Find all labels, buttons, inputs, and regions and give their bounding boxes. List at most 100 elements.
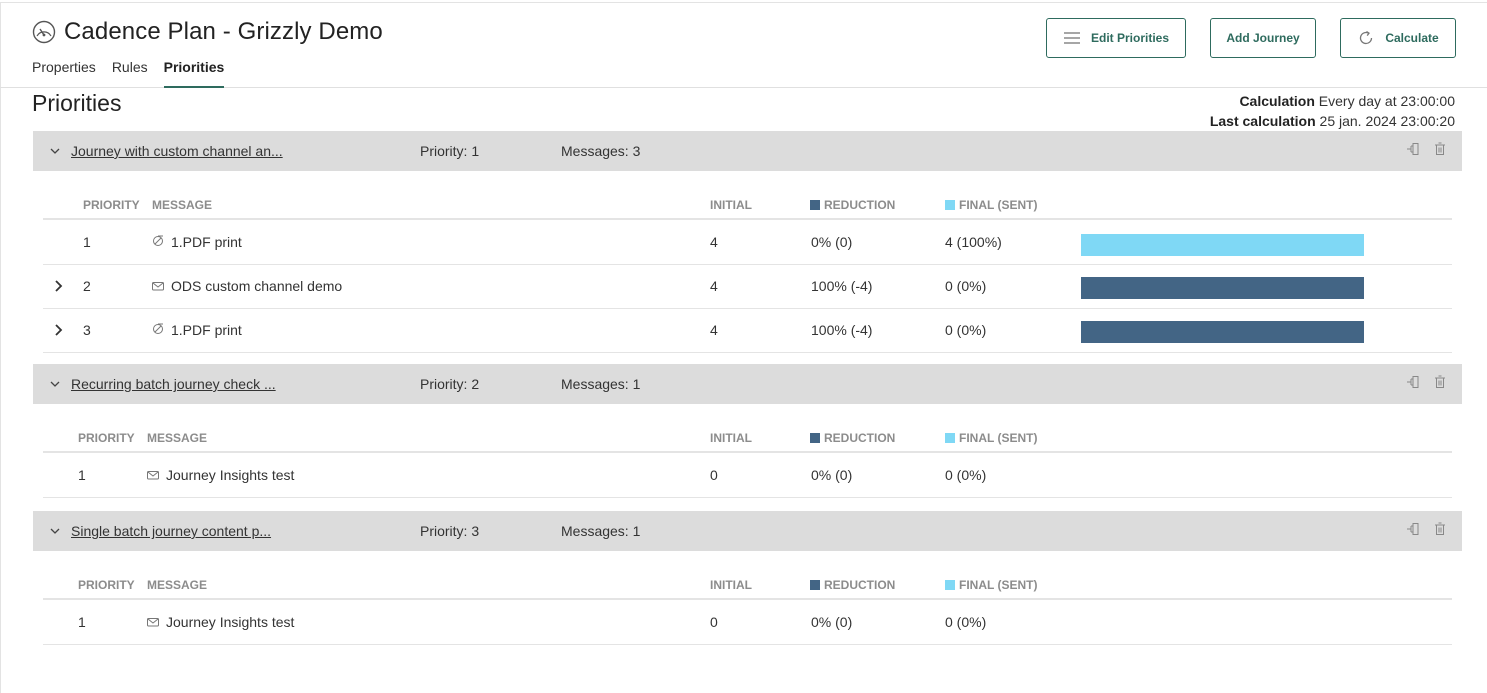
column-reduction: REDUCTION <box>810 578 895 592</box>
trash-icon[interactable] <box>1434 142 1446 161</box>
envelope-icon <box>147 614 159 630</box>
envelope-icon <box>152 278 164 294</box>
row-initial: 0 <box>710 614 718 630</box>
column-reduction: REDUCTION <box>810 431 895 445</box>
row-message: Journey Insights test <box>147 614 294 630</box>
row-reduction: 100% (-4) <box>811 278 873 294</box>
row-priority: 1 <box>78 467 86 483</box>
journey-messages-count: Messages: 1 <box>561 376 641 392</box>
journey-name-link[interactable]: Journey with custom channel an... <box>71 143 283 159</box>
table-row[interactable]: 1 Journey Insights test 0 0% (0) 0 (0%) <box>43 601 1452 645</box>
add-journey-label: Add Journey <box>1226 31 1300 45</box>
row-final: 0 (0%) <box>945 614 987 630</box>
row-priority: 1 <box>78 614 86 630</box>
row-final: 0 (0%) <box>945 467 987 483</box>
column-priority: PRIORITY <box>78 578 135 592</box>
row-final: 0 (0%) <box>945 322 987 338</box>
edit-priorities-button[interactable]: Edit Priorities <box>1046 18 1186 58</box>
column-message: MESSAGE <box>152 198 213 212</box>
row-initial: 4 <box>710 322 718 338</box>
table-row[interactable]: 2 ODS custom channel demo 4 100% (-4) 0 (0%) <box>43 265 1452 309</box>
table-row[interactable]: 1 1.PDF print 4 0% (0) 4 (100%) <box>43 221 1452 265</box>
refresh-icon <box>1357 29 1375 47</box>
reduction-legend-swatch <box>810 580 820 590</box>
journey-priority: Priority: 2 <box>420 376 480 392</box>
list-icon <box>1063 31 1081 45</box>
chevron-down-icon[interactable] <box>49 377 61 389</box>
table-row[interactable]: 3 1.PDF print 4 100% (-4) 0 (0%) <box>43 309 1452 353</box>
print-icon <box>152 322 164 338</box>
chevron-down-icon[interactable] <box>49 524 61 536</box>
journey-priority: Priority: 1 <box>420 143 480 159</box>
column-final: FINAL (SENT) <box>945 431 1037 445</box>
last-calculation: Last calculation 25 jan. 2024 23:00:20 <box>1210 111 1455 131</box>
calculate-button[interactable]: Calculate <box>1340 18 1456 58</box>
column-final-label: FINAL (SENT) <box>959 198 1038 212</box>
row-message: Journey Insights test <box>147 467 294 483</box>
calculation-label: Calculation <box>1239 93 1315 109</box>
tab-priorities[interactable]: Priorities <box>163 58 225 88</box>
row-priority: 3 <box>83 322 91 338</box>
column-priority: PRIORITY <box>83 198 140 212</box>
column-message: MESSAGE <box>147 578 208 592</box>
print-icon <box>152 234 164 250</box>
row-message: 1.PDF print <box>152 322 242 338</box>
table-header: PRIORITY MESSAGE INITIAL REDUCTION FINAL (SE… <box>43 566 1452 600</box>
column-reduction-label: REDUCTION <box>824 431 896 445</box>
table-header: PRIORITY MESSAGE INITIAL REDUCTION FINAL (SE… <box>43 186 1452 220</box>
chevron-right-icon[interactable] <box>53 279 65 293</box>
row-reduction: 0% (0) <box>811 234 853 250</box>
column-reduction-label: REDUCTION <box>824 198 896 212</box>
row-priority: 2 <box>83 278 91 294</box>
row-message-label: ODS custom channel demo <box>171 278 343 294</box>
final-legend-swatch <box>945 580 955 590</box>
last-calculation-label: Last calculation <box>1209 113 1316 129</box>
column-initial: INITIAL <box>710 578 752 592</box>
column-final-label: FINAL (SENT) <box>959 431 1038 445</box>
row-message-label: Journey Insights test <box>166 467 295 483</box>
tab-properties[interactable]: Properties <box>32 59 96 75</box>
tab-rules[interactable]: Rules <box>111 59 148 75</box>
reduction-bar <box>1081 321 1364 343</box>
journey-name-link[interactable]: Recurring batch journey check ... <box>71 376 276 392</box>
row-final: 0 (0%) <box>945 278 987 294</box>
final-legend-swatch <box>945 200 955 210</box>
tree-structure-icon[interactable] <box>1406 142 1420 161</box>
calculation-value: Every day at 23:00:00 <box>1318 93 1455 109</box>
chevron-right-icon[interactable] <box>53 323 65 337</box>
journey-name-link[interactable]: Single batch journey content p... <box>71 523 272 539</box>
row-message-label: 1.PDF print <box>171 234 242 250</box>
page-title: Cadence Plan - Grizzly Demo <box>64 18 383 45</box>
row-final: 4 (100%) <box>945 234 1002 250</box>
add-journey-button[interactable]: Add Journey <box>1210 18 1316 58</box>
row-initial: 0 <box>710 467 718 483</box>
journey-messages-count: Messages: 3 <box>561 143 641 159</box>
final-bar <box>1081 234 1364 256</box>
row-message: 1.PDF print <box>152 234 242 250</box>
trash-icon[interactable] <box>1434 375 1446 394</box>
trash-icon[interactable] <box>1434 522 1446 541</box>
column-initial: INITIAL <box>710 198 752 212</box>
journey-messages-count: Messages: 1 <box>561 523 641 539</box>
row-reduction: 100% (-4) <box>811 322 873 338</box>
edit-priorities-label: Edit Priorities <box>1090 31 1170 45</box>
row-initial: 4 <box>710 278 718 294</box>
final-legend-swatch <box>945 433 955 443</box>
tree-structure-icon[interactable] <box>1406 522 1420 541</box>
chevron-down-icon[interactable] <box>49 144 61 156</box>
tree-structure-icon[interactable] <box>1406 375 1420 394</box>
title-row: Cadence Plan - Grizzly Demo <box>31 18 383 46</box>
last-calculation-value: 25 jan. 2024 23:00:20 <box>1319 113 1455 129</box>
column-reduction: REDUCTION <box>810 198 895 212</box>
column-priority: PRIORITY <box>78 431 135 445</box>
calculation-schedule: Calculation Every day at 23:00:00 <box>1210 91 1455 111</box>
journey-header: Journey with custom channel an... Priorit… <box>33 131 1462 171</box>
row-priority: 1 <box>83 234 91 250</box>
table-row[interactable]: 1 Journey Insights test 0 0% (0) 0 (0%) <box>43 454 1452 498</box>
section-title: Priorities <box>32 90 122 116</box>
column-message: MESSAGE <box>147 431 208 445</box>
column-initial: INITIAL <box>710 431 752 445</box>
journey-priority: Priority: 3 <box>420 523 480 539</box>
reduction-legend-swatch <box>810 200 820 210</box>
